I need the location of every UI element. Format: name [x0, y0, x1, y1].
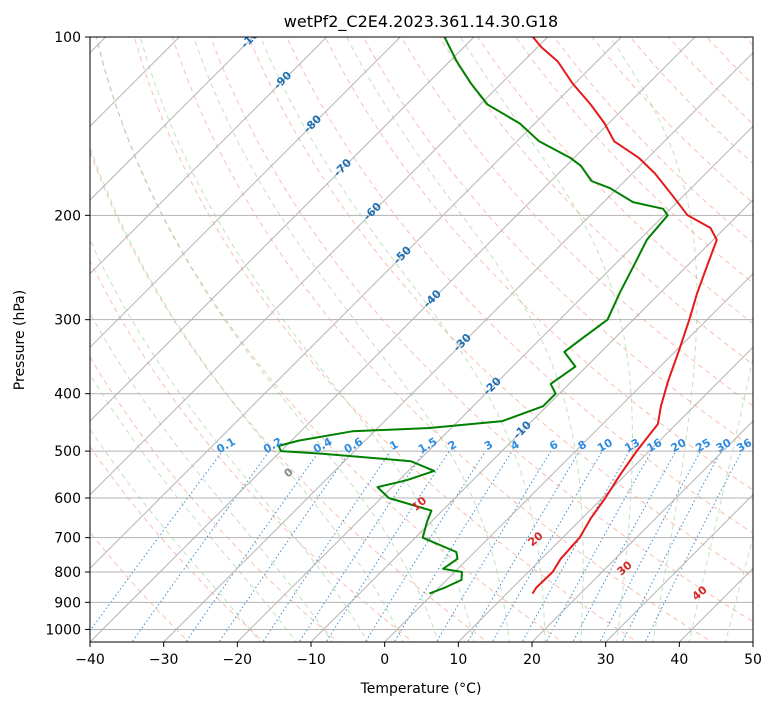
y-tick-label: 900: [54, 595, 81, 611]
moist-adiabat: [346, 37, 584, 642]
x-tick-label: −30: [149, 652, 179, 668]
isotherm: [90, 37, 549, 496]
isotherm: [383, 272, 753, 642]
y-tick-label: 700: [54, 531, 81, 547]
chart-title: wetPf2_C2E4.2023.361.14.30.G18: [284, 12, 558, 32]
mixing-ratio-line: [298, 450, 425, 642]
dry-adiabat: [362, 37, 753, 449]
x-tick-label: −20: [223, 652, 253, 668]
mixing-ratio-line: [621, 450, 722, 642]
y-tick-label: 400: [54, 387, 81, 403]
x-tick-label: 30: [597, 652, 615, 668]
x-tick-label: −40: [75, 652, 105, 668]
x-axis-label: Temperature (°C): [360, 681, 482, 697]
moist-adiabat: [260, 37, 546, 642]
isotherm: [90, 37, 328, 275]
x-tick-label: 40: [670, 652, 688, 668]
x-tick-label: −10: [296, 652, 326, 668]
mixing-ratio-line: [218, 450, 351, 642]
y-tick-label: 100: [54, 30, 81, 46]
x-tick-label: 0: [380, 652, 389, 668]
isotherm: [236, 125, 753, 642]
isotherm: [310, 199, 753, 642]
moist-adiabat: [193, 37, 510, 642]
y-tick-label: 300: [54, 313, 81, 329]
x-tick-label: 20: [523, 652, 541, 668]
temperature-profile-line: [531, 37, 718, 595]
isotherm: [90, 37, 254, 201]
mixing-ratio-line: [131, 450, 270, 642]
mixing-ratio-label: 36: [734, 436, 754, 455]
y-tick-label: 600: [54, 491, 81, 507]
moist-adiabat: [459, 37, 633, 642]
x-tick-label: 50: [744, 652, 762, 668]
mixing-ratio-line: [393, 450, 513, 642]
x-tick-label: 10: [449, 652, 467, 668]
isotherm: [604, 493, 753, 642]
isotherm: [162, 51, 753, 642]
mixing-ratio-line: [262, 450, 392, 642]
y-tick-label: 1000: [45, 622, 81, 638]
isotherm: [531, 420, 753, 642]
plot-frame: [89, 36, 754, 643]
dry-adiabat: [210, 37, 753, 623]
mixing-ratio-line: [466, 450, 580, 642]
y-axis-label: Pressure (hPa): [12, 290, 28, 390]
mixing-ratio-line: [185, 450, 320, 642]
isotherm: [90, 37, 402, 349]
mixing-ratio-line: [572, 450, 677, 642]
isotherm: [90, 37, 696, 642]
isotherm: [457, 346, 753, 642]
dry-adiabat: [95, 37, 564, 642]
y-tick-label: 200: [54, 208, 81, 224]
y-tick-label: 500: [54, 444, 81, 460]
dry-adiabat: [324, 37, 753, 491]
dry-adiabat: [90, 150, 489, 642]
mixing-ratio-line: [599, 450, 701, 642]
dry-adiabat: [477, 37, 753, 325]
moist-adiabat: [90, 311, 333, 642]
mixing-ratio-line: [325, 450, 450, 642]
mixing-ratio-line: [90, 450, 223, 632]
y-tick-label: 800: [54, 565, 81, 581]
isotherm: [90, 37, 623, 570]
dewpoint-profile-line: [277, 37, 669, 595]
isotherm: [90, 37, 475, 422]
